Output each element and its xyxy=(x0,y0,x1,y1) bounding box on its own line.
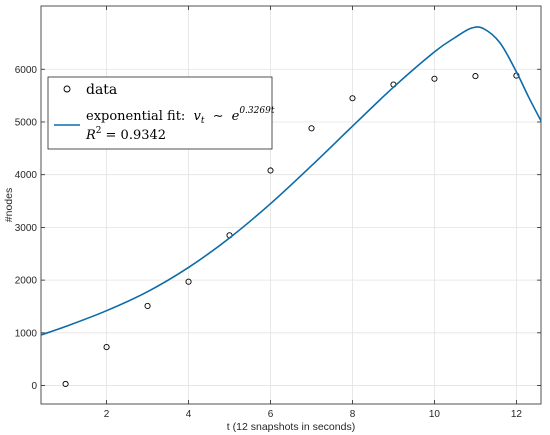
x-tick-label: 12 xyxy=(511,409,523,420)
y-tick-label: 5000 xyxy=(15,117,38,128)
legend-r2-sup: 2 xyxy=(96,126,102,136)
y-tick-label: 2000 xyxy=(15,276,38,287)
y-tick-label: 0 xyxy=(31,381,37,392)
y-tick-label: 6000 xyxy=(15,65,38,76)
legend-fit-text: exponential fit: xyxy=(86,109,185,124)
x-tick-label: 8 xyxy=(350,409,356,420)
data-point xyxy=(62,380,69,388)
plot-frame xyxy=(40,5,542,405)
fit-line xyxy=(40,26,542,336)
legend-fit-exp: 0.3269t xyxy=(239,106,274,116)
legend-data-label: data xyxy=(86,82,117,98)
legend-fit-base: e xyxy=(232,109,240,124)
plot-background xyxy=(41,6,541,404)
x-tick-label: 10 xyxy=(429,409,441,420)
data-point xyxy=(431,75,438,82)
data-point xyxy=(267,167,274,174)
x-tick-label: 6 xyxy=(268,409,274,420)
legend-fit-lhs: v xyxy=(193,109,201,124)
ticks: 2 4 6 8 10 12 0 1000 2000 3000 4000 5000 6000 xyxy=(15,6,541,420)
data-point xyxy=(308,125,315,132)
data-point xyxy=(103,344,110,351)
data-point xyxy=(349,95,356,102)
legend-fit-rel: ∼ xyxy=(213,109,224,124)
y-tick-label: 4000 xyxy=(15,170,38,181)
legend-fit-label: exponential fit: vt ∼ e0.3269t xyxy=(86,106,275,127)
y-axis-label: #nodes xyxy=(3,188,15,222)
y-tick-label: 1000 xyxy=(15,328,38,339)
legend-r2: R2 = 0.9342 xyxy=(85,126,166,143)
x-tick-label: 4 xyxy=(186,409,192,420)
y-tick-label: 3000 xyxy=(15,223,38,234)
legend-r2-value: = 0.9342 xyxy=(106,128,167,143)
legend-r2-var: R xyxy=(85,128,96,143)
legend-box xyxy=(47,76,273,150)
legend-data-marker xyxy=(63,85,71,93)
data-point xyxy=(144,302,151,309)
x-tick-label: 2 xyxy=(104,409,110,420)
data-point xyxy=(185,278,192,285)
data-point xyxy=(472,73,479,80)
legend-fit-sub: t xyxy=(201,116,205,126)
x-axis-label: t (12 snapshots in seconds) xyxy=(227,421,355,433)
series-layer xyxy=(40,26,542,388)
legend: data exponential fit: vt ∼ e0.3269t R2 = … xyxy=(47,76,275,150)
